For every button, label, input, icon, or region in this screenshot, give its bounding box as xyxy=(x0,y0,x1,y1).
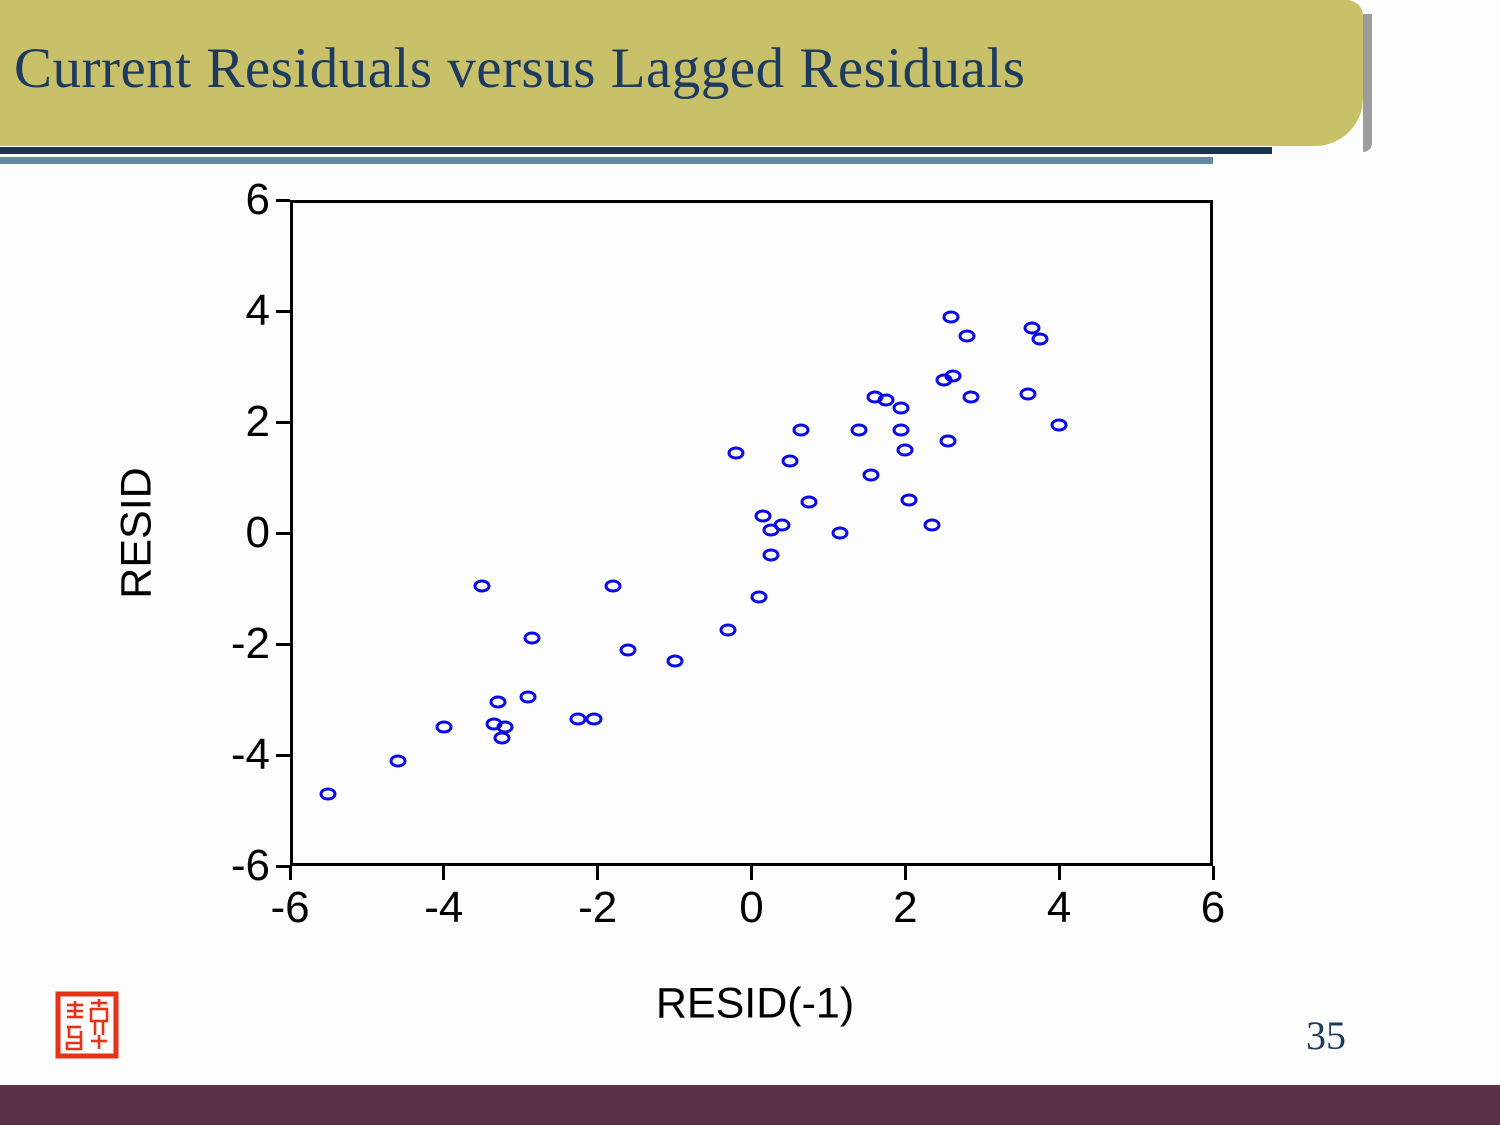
y-tick-label: -2 xyxy=(230,619,270,668)
data-point xyxy=(939,434,957,448)
data-point xyxy=(750,590,768,604)
y-tick-label: -6 xyxy=(230,841,270,890)
x-axis-tick xyxy=(288,866,292,880)
x-axis-tick xyxy=(750,866,753,880)
x-axis-tick xyxy=(903,866,907,880)
x-axis-tick xyxy=(596,866,600,880)
data-point xyxy=(862,468,880,482)
x-tick-label: -6 xyxy=(270,883,310,932)
x-axis-tick xyxy=(1057,866,1061,880)
x-tick-label: 4 xyxy=(1046,883,1072,932)
data-point xyxy=(877,393,895,407)
data-point xyxy=(944,369,962,383)
y-tick-label: 0 xyxy=(245,508,270,557)
x-tick-label: -4 xyxy=(424,883,464,932)
y-axis-tick xyxy=(276,753,290,757)
data-point xyxy=(754,509,772,523)
data-point xyxy=(1050,418,1068,432)
data-point xyxy=(892,423,910,437)
data-point xyxy=(585,712,603,726)
divider-navy xyxy=(0,147,1272,154)
data-point xyxy=(831,526,849,540)
data-point xyxy=(473,579,491,593)
y-axis-tick xyxy=(276,198,290,202)
y-tick-label: 2 xyxy=(245,397,270,446)
data-point xyxy=(850,423,868,437)
data-point xyxy=(1023,321,1041,335)
data-point xyxy=(792,423,810,437)
data-point xyxy=(942,310,960,324)
data-point xyxy=(773,518,791,532)
x-axis-label: RESID(-1) xyxy=(655,979,855,1028)
y-axis-tick xyxy=(276,531,290,535)
data-point xyxy=(666,654,684,668)
data-point xyxy=(604,579,622,593)
divider-teal xyxy=(0,157,1213,164)
x-tick-label: -2 xyxy=(578,883,618,932)
x-axis-tick xyxy=(1211,866,1215,880)
data-point xyxy=(900,493,918,507)
data-point xyxy=(389,754,407,768)
data-point xyxy=(493,731,511,745)
y-axis-tick xyxy=(276,864,290,868)
y-axis-label: RESID xyxy=(112,467,161,599)
x-tick-label: 6 xyxy=(1200,883,1226,932)
data-point xyxy=(519,690,537,704)
x-axis-tick xyxy=(442,866,446,880)
data-point xyxy=(319,787,337,801)
y-tick-label: 4 xyxy=(245,286,270,335)
plot-frame xyxy=(290,200,1213,866)
y-axis-tick xyxy=(276,420,290,424)
data-point xyxy=(619,643,637,657)
data-point xyxy=(892,401,910,415)
data-point xyxy=(762,548,780,562)
data-point xyxy=(958,329,976,343)
y-tick-label: 6 xyxy=(245,175,270,224)
x-tick-label: 2 xyxy=(893,883,918,932)
data-point xyxy=(523,631,541,645)
title-bar: Current Residuals versus Lagged Residual… xyxy=(0,0,1372,152)
slide-title: Current Residuals versus Lagged Residual… xyxy=(14,37,1026,100)
y-axis-tick xyxy=(276,309,290,313)
x-tick-label: 0 xyxy=(739,883,764,932)
page-number: 35 xyxy=(1306,1013,1346,1058)
footer-bar xyxy=(0,1085,1500,1125)
data-point xyxy=(923,518,941,532)
data-point xyxy=(896,443,914,457)
data-point xyxy=(800,495,818,509)
data-point xyxy=(727,446,745,460)
data-point xyxy=(781,454,799,468)
data-point xyxy=(435,720,453,734)
seal-stamp-icon xyxy=(55,991,119,1059)
data-point xyxy=(489,695,507,709)
data-point xyxy=(719,623,737,637)
y-axis-tick xyxy=(276,642,290,646)
data-point xyxy=(962,390,980,404)
y-tick-label: -4 xyxy=(230,730,270,779)
data-point xyxy=(1031,332,1049,346)
data-point xyxy=(1019,387,1037,401)
